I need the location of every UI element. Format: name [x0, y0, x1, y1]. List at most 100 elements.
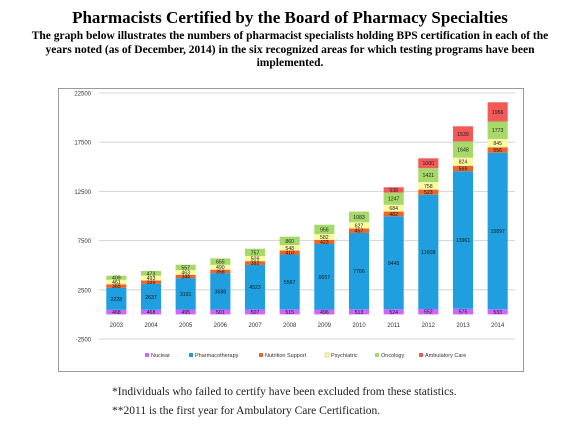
legend-label-nutrition-support: Nutrition Support	[265, 353, 307, 359]
bar-psychiatric-2009	[314, 234, 335, 240]
bar-nutrition-support-2003	[106, 284, 127, 288]
bar-pharmacotherapy-2009	[314, 244, 335, 310]
bar-nuclear-2011	[383, 309, 404, 315]
data-label-oncology-2005: 557	[181, 265, 190, 271]
bar-oncology-2010	[348, 211, 370, 223]
data-label-pharmacotherapy-2007: 4523	[249, 285, 261, 291]
bar-psychiatric-2004	[140, 275, 162, 281]
y-tick-label-3: 7500	[78, 239, 92, 245]
data-label-nuclear-2005: 495	[181, 310, 190, 316]
data-label-nuclear-2010: 513	[355, 310, 364, 316]
data-label-pharmacotherapy-2003: 2228	[111, 297, 123, 303]
bar-psychiatric-2003	[106, 279, 127, 285]
data-label-oncology-2010: 1083	[353, 215, 365, 221]
data-label-nuclear-2014: 533	[493, 310, 502, 316]
bar-nutrition-support-2014	[487, 147, 508, 153]
bar-oncology-2007	[244, 248, 266, 257]
legend-swatch-nutrition-support	[259, 353, 263, 357]
bar-nuclear-2009	[314, 309, 335, 315]
data-label-nuclear-2008: 515	[285, 310, 294, 316]
data-label-psychiatric-2008: 548	[285, 246, 294, 252]
legend-label-pharmacotherapy: Pharmacotherapy	[195, 353, 239, 359]
x-tick-label-2010: 2010	[352, 323, 366, 329]
bar-oncology-2014	[487, 121, 508, 139]
data-label-nutrition-support-2006: 358	[216, 269, 225, 275]
y-tick-label-0: 22500	[74, 92, 91, 98]
bar-nuclear-2006	[210, 309, 231, 315]
bar-ambulatory-care-2011	[383, 187, 404, 193]
data-label-ambulatory-care-2011: 538	[389, 188, 398, 194]
bar-oncology-2012	[418, 168, 439, 183]
bar-nutrition-support-2004	[140, 280, 162, 284]
x-tick-label-2012: 2012	[422, 323, 436, 329]
data-label-oncology-2013: 1648	[457, 148, 469, 154]
bar-psychiatric-2007	[244, 256, 266, 262]
data-label-nutrition-support-2014: 556	[493, 148, 502, 154]
y-tick-label-1: 17500	[74, 141, 91, 147]
x-tick-label-2008: 2008	[283, 323, 297, 329]
data-label-oncology-2011: 1247	[388, 197, 400, 203]
data-label-nutrition-support-2013: 569	[459, 167, 468, 173]
x-tick-label-2014: 2014	[491, 323, 505, 329]
bar-psychiatric-2012	[418, 182, 439, 190]
bar-oncology-2005	[175, 264, 196, 271]
data-label-oncology-2014: 1773	[492, 128, 504, 134]
bar-oncology-2013	[452, 141, 474, 158]
data-label-psychiatric-2005: 463	[181, 270, 190, 276]
data-label-pharmacotherapy-2011: 9445	[388, 261, 400, 267]
bar-nutrition-support-2005	[175, 274, 196, 279]
chart-area: 22500 17500 12500 7500 2500 -2500 468 2228 365 46…	[58, 88, 524, 372]
bar-psychiatric-2013	[452, 157, 474, 166]
bar-oncology-2011	[383, 192, 404, 205]
bar-pharmacotherapy-2010	[348, 232, 370, 310]
x-tick-label-2013: 2013	[456, 323, 470, 329]
data-label-nuclear-2011: 524	[389, 310, 398, 316]
bar-oncology-2006	[210, 258, 231, 265]
data-label-pharmacotherapy-2010: 7766	[353, 269, 365, 275]
data-label-pharmacotherapy-2014: 15897	[490, 229, 505, 235]
legend-label-nuclear: Nuclear	[151, 353, 170, 359]
bar-pharmacotherapy-2005	[175, 278, 196, 310]
chart-title: Pharmacists Certified by the Board of Ph…	[72, 8, 508, 27]
bar-nuclear-2005	[175, 309, 196, 315]
data-label-nutrition-support-2007: 382	[251, 261, 260, 267]
data-label-pharmacotherapy-2008: 5567	[284, 280, 296, 286]
bar-psychiatric-2010	[348, 222, 370, 229]
data-label-nuclear-2012: 552	[424, 310, 433, 316]
bar-nutrition-support-2013	[452, 165, 474, 172]
bar-pharmacotherapy-2013	[452, 171, 474, 309]
bar-nutrition-support-2007	[244, 261, 266, 265]
bar-pharmacotherapy-2007	[244, 264, 266, 310]
data-label-nutrition-support-2008: 410	[285, 251, 294, 257]
bar-nuclear-2008	[279, 309, 300, 315]
data-label-nuclear-2013: 575	[459, 310, 468, 316]
bar-oncology-2009	[314, 224, 335, 235]
data-label-nuclear-2004: 468	[147, 310, 156, 316]
data-label-oncology-2006: 655	[216, 260, 225, 266]
bar-nuclear-2012	[418, 308, 439, 315]
data-label-nutrition-support-2005: 344	[181, 274, 190, 280]
data-label-ambulatory-care-2013: 1539	[457, 132, 469, 138]
data-label-nuclear-2009: 496	[320, 310, 329, 316]
bar-psychiatric-2005	[175, 270, 196, 275]
bar-ambulatory-care-2012	[418, 158, 439, 169]
bar-ambulatory-care-2013	[452, 126, 474, 142]
data-label-nuclear-2007: 507	[251, 310, 260, 316]
bar-nutrition-support-2009	[314, 239, 335, 245]
bar-pharmacotherapy-2014	[487, 152, 508, 310]
data-label-nutrition-support-2012: 523	[424, 190, 433, 196]
data-label-pharmacotherapy-2013: 13961	[456, 238, 471, 244]
bar-oncology-2003	[106, 275, 127, 280]
legend-swatch-oncology	[375, 353, 379, 357]
data-label-pharmacotherapy-2012: 11608	[421, 250, 435, 256]
data-label-oncology-2012: 1421	[423, 173, 435, 179]
bar-ambulatory-care-2014	[487, 102, 508, 122]
data-label-psychiatric-2013: 824	[459, 160, 468, 166]
x-tick-label-2009: 2009	[318, 323, 332, 329]
data-label-psychiatric-2003: 461	[112, 280, 121, 286]
bar-pharmacotherapy-2003	[106, 287, 127, 310]
x-tick-label-2007: 2007	[248, 323, 262, 329]
bar-psychiatric-2014	[487, 138, 508, 148]
bar-nutrition-support-2006	[210, 269, 231, 274]
bar-pharmacotherapy-2008	[279, 254, 300, 310]
